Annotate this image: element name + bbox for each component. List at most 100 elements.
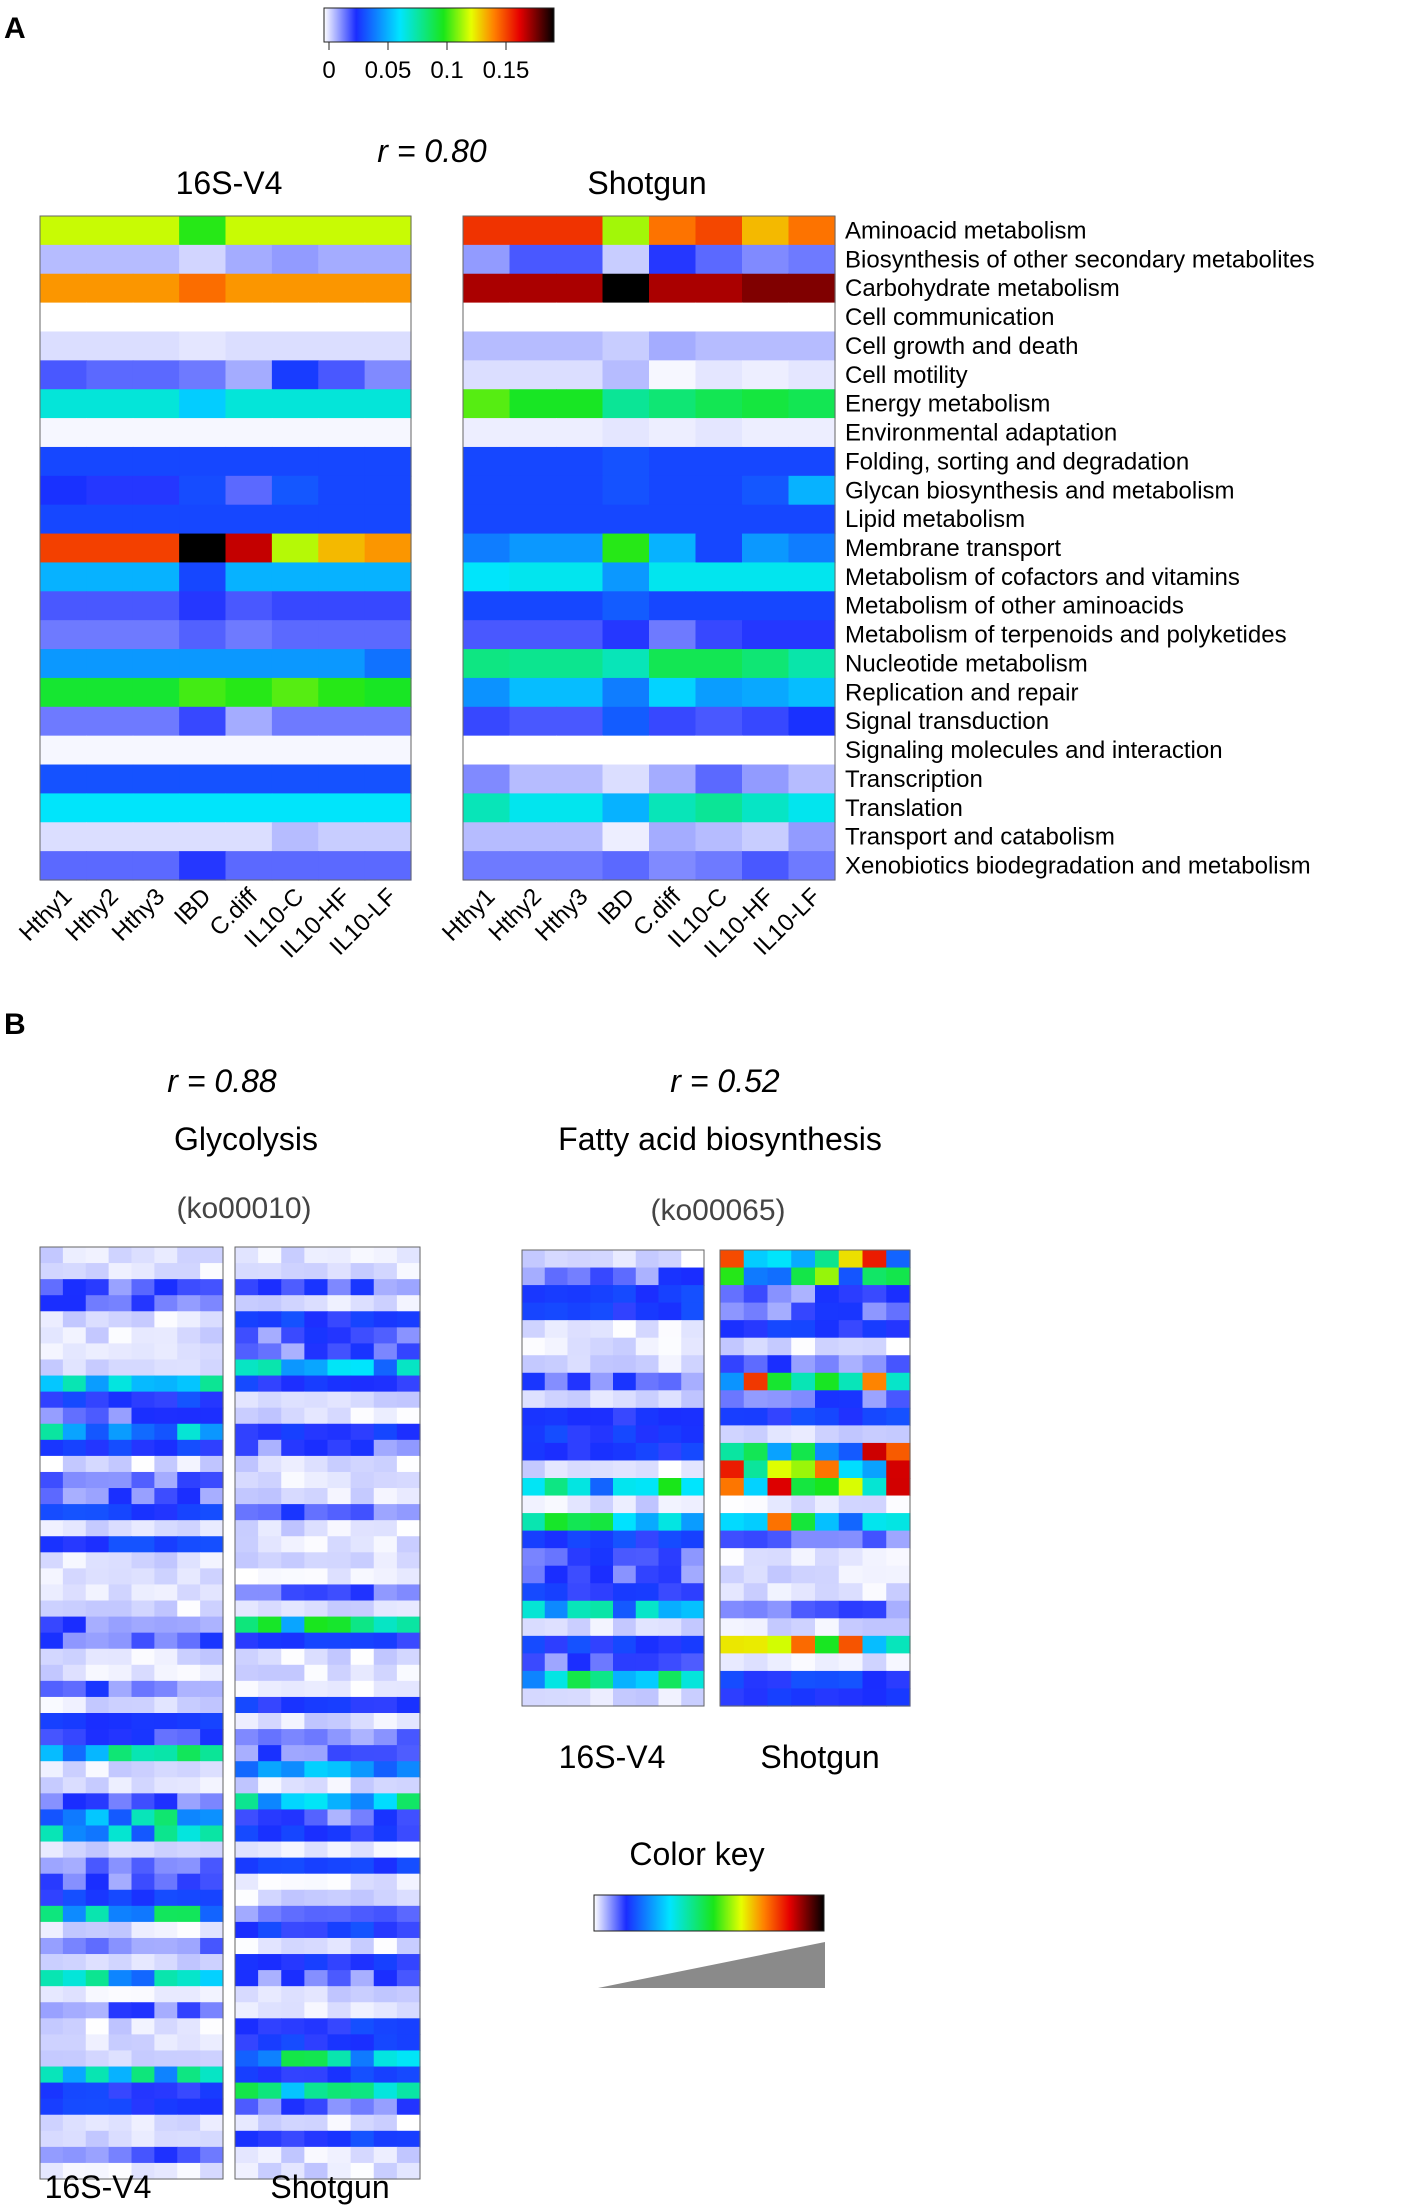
heatmap-cell bbox=[132, 735, 180, 766]
gene-cell bbox=[373, 2082, 398, 2100]
heatmap-cell bbox=[602, 389, 650, 419]
gene-cell bbox=[522, 1250, 546, 1269]
heatmap-cell bbox=[271, 562, 319, 592]
gene-cell bbox=[62, 1600, 87, 1618]
row-label: Signal transduction bbox=[845, 708, 1049, 735]
gene-cell bbox=[567, 1583, 591, 1602]
gene-cell bbox=[258, 1632, 282, 1650]
gene-cell bbox=[40, 2002, 64, 2019]
gene-cell bbox=[258, 1954, 282, 1971]
gene-cell bbox=[200, 1793, 224, 1811]
gene-cell bbox=[838, 1337, 864, 1356]
gene-cell bbox=[131, 1488, 155, 1505]
gene-cell bbox=[85, 1488, 110, 1505]
gene-cell bbox=[373, 2098, 398, 2116]
gene-cell bbox=[85, 1504, 110, 1521]
gene-cell bbox=[154, 1905, 178, 1923]
gene-cell bbox=[281, 2146, 305, 2164]
gene-cell bbox=[862, 1670, 887, 1690]
gene-cell bbox=[886, 1372, 911, 1391]
gene-cell bbox=[85, 1247, 110, 1264]
gene-cell bbox=[40, 1873, 64, 1891]
gene-cell bbox=[108, 1664, 133, 1682]
heatmap-cell bbox=[132, 822, 180, 852]
gene-cell bbox=[373, 1713, 398, 1730]
gene-cell bbox=[40, 1986, 64, 2003]
heatmap-cell bbox=[364, 302, 412, 333]
heatmap-cell bbox=[649, 331, 697, 361]
gene-cell bbox=[281, 1937, 305, 1955]
gene-cell bbox=[40, 1889, 64, 1907]
heatmap-cell bbox=[271, 620, 319, 650]
gene-cell bbox=[85, 1889, 110, 1907]
gene-cell bbox=[304, 1423, 329, 1441]
gene-cell bbox=[62, 1793, 87, 1811]
row-label: Translation bbox=[845, 795, 963, 822]
gene-cell bbox=[590, 1267, 614, 1286]
gene-cell bbox=[200, 1745, 224, 1762]
gene-cell bbox=[108, 1439, 133, 1457]
heatmap-cell bbox=[179, 302, 227, 333]
gene-cell bbox=[590, 1495, 614, 1514]
gene-cell bbox=[85, 1423, 110, 1441]
heatmap-cell bbox=[86, 822, 134, 852]
gene-cell bbox=[177, 1247, 201, 1264]
gene-cell bbox=[281, 1857, 305, 1875]
gene-cell bbox=[40, 1616, 64, 1634]
gene-cell bbox=[304, 1279, 329, 1296]
gene-cell bbox=[304, 1664, 329, 1682]
gene-cell bbox=[154, 1552, 178, 1569]
gene-cell bbox=[743, 1583, 769, 1602]
gene-cell bbox=[743, 1390, 769, 1409]
gene-cell bbox=[154, 2066, 178, 2084]
gene-cell bbox=[396, 1873, 421, 1891]
gene-cell bbox=[544, 1548, 569, 1567]
heatmap-cell bbox=[132, 764, 180, 794]
gene-cell bbox=[590, 1337, 614, 1356]
heatmap-cell bbox=[695, 620, 743, 650]
gene-cell bbox=[743, 1425, 769, 1444]
heatmap-cell bbox=[463, 418, 511, 448]
gene-cell bbox=[613, 1495, 637, 1514]
gene-cell bbox=[154, 1825, 178, 1843]
gene-cell bbox=[200, 1600, 224, 1618]
gene-cell bbox=[815, 1390, 840, 1409]
gene-cell bbox=[131, 1359, 155, 1377]
heatmap-cell bbox=[788, 331, 836, 361]
gene-cell bbox=[567, 1442, 591, 1462]
gene-cell bbox=[108, 1359, 133, 1377]
gene-cell bbox=[281, 1632, 305, 1650]
gene-cell bbox=[791, 1495, 816, 1514]
gene-cell bbox=[40, 1536, 64, 1553]
gene-cell bbox=[108, 1279, 133, 1296]
gene-cell bbox=[522, 1583, 546, 1602]
gene-cell bbox=[200, 1407, 224, 1425]
heatmap-cell bbox=[225, 216, 273, 246]
gene-cell bbox=[154, 1970, 178, 1987]
gene-cell bbox=[396, 1279, 421, 1296]
gene-cell bbox=[327, 1761, 352, 1778]
gene-cell bbox=[131, 1391, 155, 1409]
heatmap-16s-v4 bbox=[39, 215, 412, 881]
gene-cell bbox=[862, 1442, 887, 1462]
gene-cell bbox=[40, 1584, 64, 1602]
gene-cell bbox=[658, 1530, 682, 1549]
heatmap-cell bbox=[86, 533, 134, 564]
heatmap-cell bbox=[179, 504, 227, 535]
heatmap-cell bbox=[509, 562, 557, 592]
gene-cell bbox=[85, 1857, 110, 1875]
gene-cell bbox=[154, 1536, 178, 1553]
gene-cell bbox=[85, 1905, 110, 1923]
heatmap-cell bbox=[225, 822, 273, 852]
heatmap-cell bbox=[788, 475, 836, 506]
gene-cell bbox=[258, 2082, 282, 2100]
gene-cell bbox=[327, 1825, 352, 1843]
heatmap-cell bbox=[318, 446, 366, 477]
gene-cell bbox=[635, 1407, 660, 1426]
gene-cell bbox=[62, 1391, 87, 1409]
gene-cell bbox=[327, 1648, 352, 1666]
heatmap-cell bbox=[225, 533, 273, 564]
heatmap-cell bbox=[364, 764, 412, 794]
heatmap-cell bbox=[225, 504, 273, 535]
column-label: Hthy1 bbox=[14, 883, 77, 946]
